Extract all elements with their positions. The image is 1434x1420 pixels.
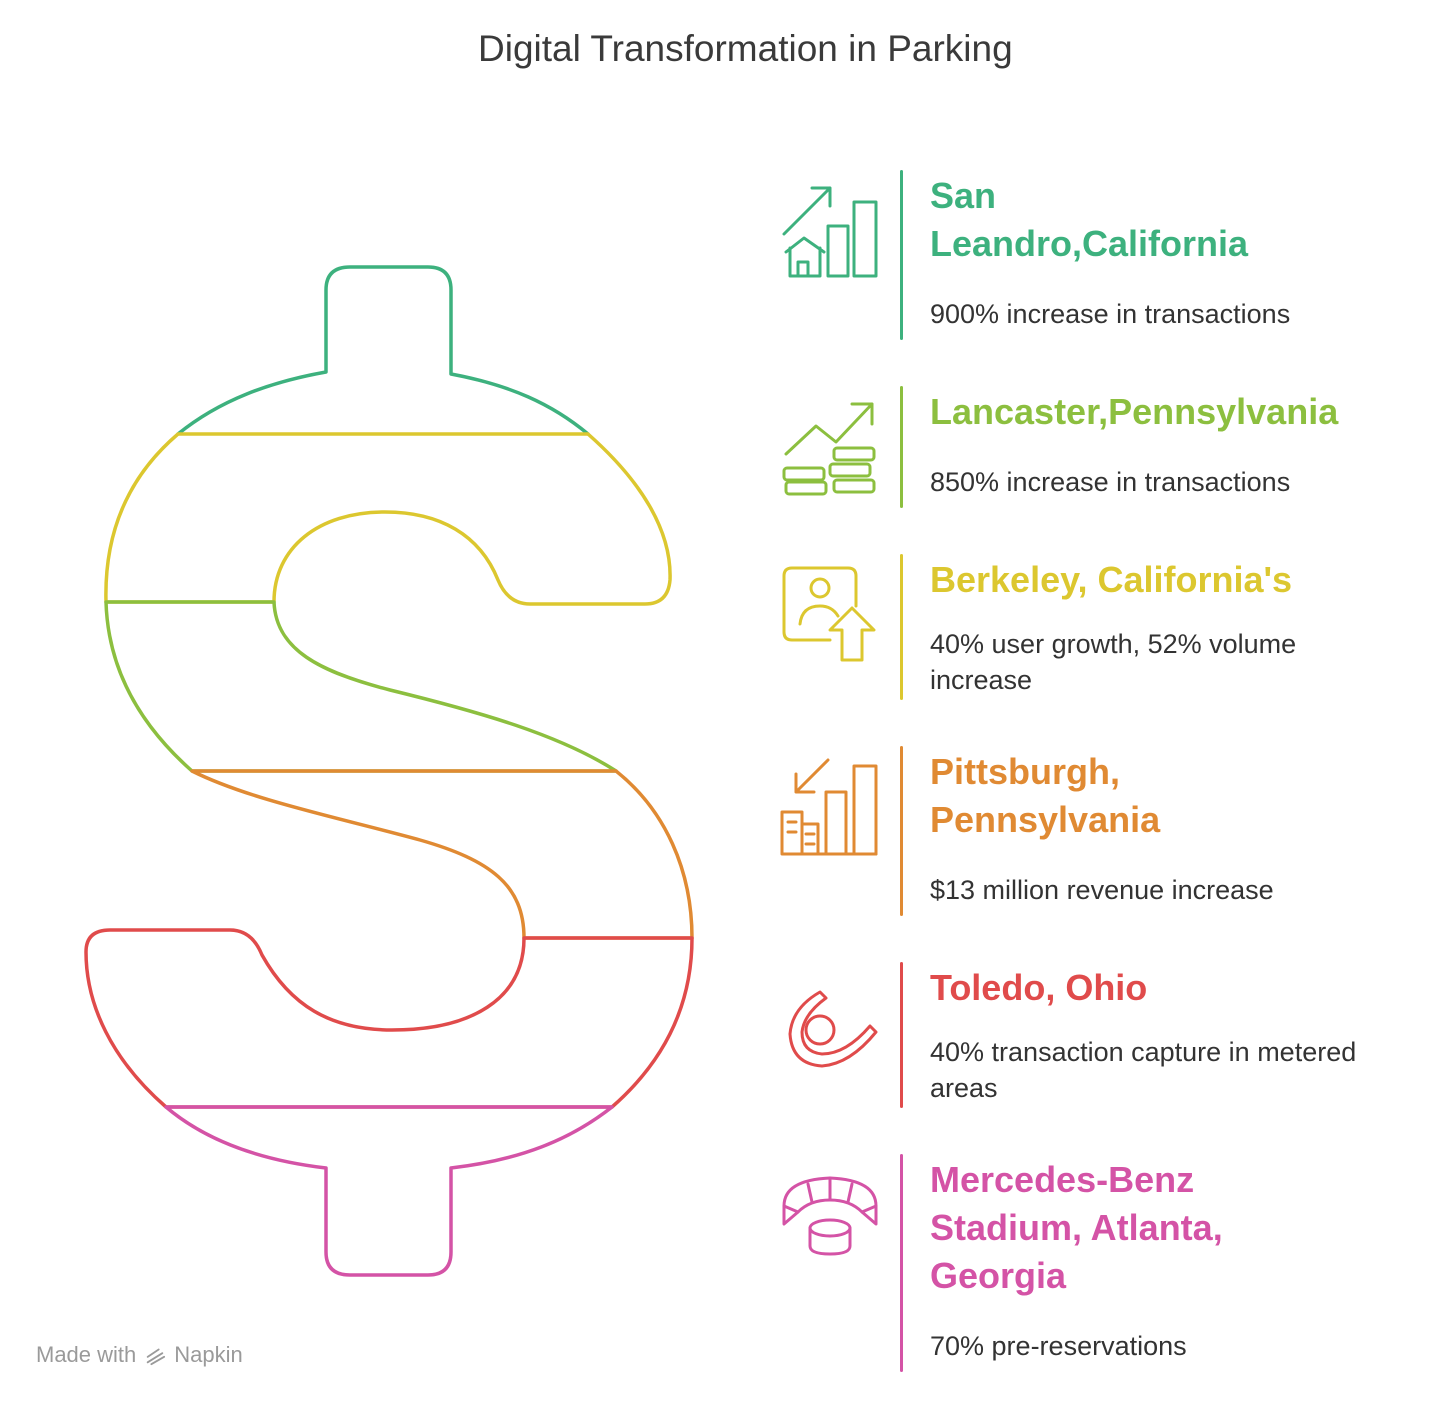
item-divider bbox=[900, 746, 903, 916]
capture-swirl-icon bbox=[788, 990, 878, 1068]
item-description: 70% pre-reservations bbox=[930, 1331, 1187, 1361]
item-description: 900% increase in transactions bbox=[930, 299, 1291, 329]
item-heading: Lancaster,Pennsylvania bbox=[930, 391, 1339, 432]
dollar-segment-red bbox=[84, 928, 694, 1109]
item-heading: Toledo, Ohio bbox=[930, 967, 1148, 1008]
page-title: Digital Transformation in Parking bbox=[478, 28, 1013, 69]
napkin-brand-label: Napkin bbox=[174, 1342, 243, 1367]
dollar-segment-orange bbox=[190, 769, 694, 940]
item-description: 850% increase in transactions bbox=[930, 467, 1291, 497]
item-divider bbox=[900, 554, 903, 700]
dollar-segment-yellow bbox=[104, 432, 672, 606]
napkin-logo-icon bbox=[147, 1348, 166, 1366]
item-heading: Berkeley, California's bbox=[930, 559, 1293, 600]
made-with-label: Made with bbox=[36, 1342, 137, 1367]
stadium-icon bbox=[782, 1176, 878, 1256]
dollar-segment-green bbox=[176, 265, 590, 436]
item-description: $13 million revenue increase bbox=[930, 875, 1274, 905]
growth-chart-house-icon bbox=[782, 186, 878, 278]
coins-growth-icon bbox=[782, 402, 876, 496]
item-heading: Mercedes-Benz Stadium, Atlanta, Georgia bbox=[930, 1159, 1223, 1296]
item-divider bbox=[900, 170, 903, 340]
revenue-chart-icon bbox=[780, 758, 878, 856]
item-divider bbox=[900, 386, 903, 508]
made-with-napkin-badge: Made with Napkin bbox=[36, 1342, 243, 1368]
item-heading: San Leandro,California bbox=[930, 175, 1249, 264]
item-divider bbox=[900, 962, 903, 1108]
dollar-sign-illustration bbox=[84, 265, 694, 1277]
item-description: 40% user growth, 52% volume increase bbox=[930, 629, 1297, 695]
dollar-segment-pink bbox=[164, 1105, 614, 1277]
item-divider bbox=[900, 1154, 903, 1372]
user-growth-icon bbox=[782, 566, 876, 662]
dollar-segment-lime bbox=[104, 600, 618, 773]
item-heading: Pittsburgh, Pennsylvania bbox=[930, 751, 1161, 840]
item-description: 40% transaction capture in metered areas bbox=[930, 1037, 1357, 1103]
